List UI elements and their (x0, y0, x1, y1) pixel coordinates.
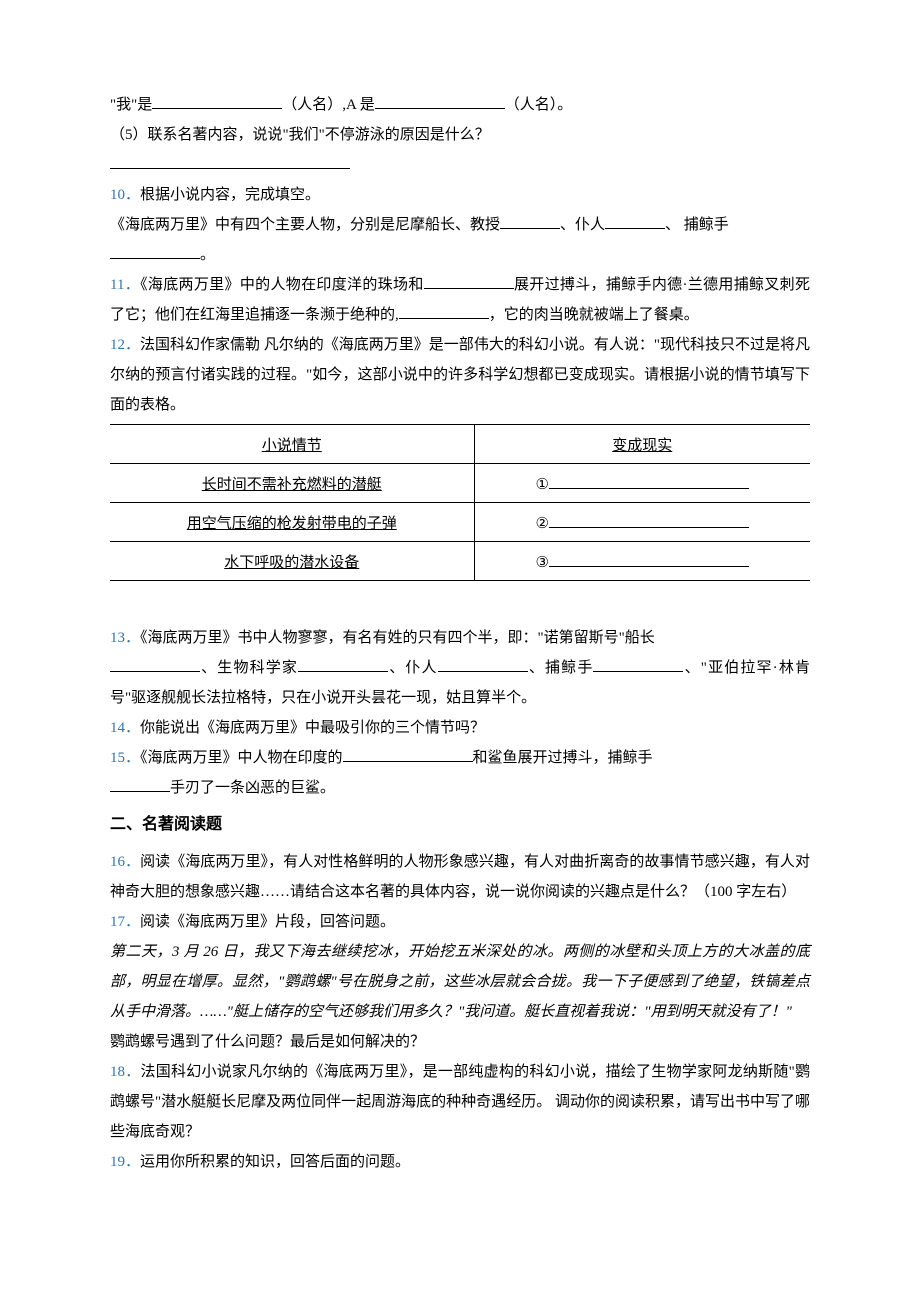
blank (549, 512, 749, 528)
question-17-passage: 第二天，3 月 26 日，我又下海去继续挖冰，开始挖五米深处的冰。两侧的冰壁和头… (110, 937, 810, 1027)
table-row: 长时间不需补充燃料的潜艇 ① (110, 464, 810, 503)
text: 手刃了一条凶恶的巨鲨。 (170, 780, 335, 796)
text: 《海底两万里》中人物在印度的 (140, 750, 343, 766)
text: 。 (200, 247, 215, 263)
blank (605, 213, 665, 229)
text: （5）联系名著内容，说说"我们"不停游泳的原因是什么？ (110, 127, 490, 143)
question-10-body: 《海底两万里》中有四个主要人物，分别是尼摩船长、教授 、仆人 、 捕鲸手。 (110, 210, 810, 270)
text: 、仆人 (560, 217, 605, 233)
table-cell: ② (474, 503, 810, 542)
question-14: 14．你能说出《海底两万里》中最吸引你的三个情节吗？ (110, 713, 810, 743)
table-cell: 用空气压缩的枪发射带电的子弹 (110, 503, 474, 542)
question-19: 19．运用你所积累的知识，回答后面的问题。 (110, 1147, 810, 1177)
text: 用空气压缩的枪发射带电的子弹 (187, 516, 397, 532)
blank (110, 243, 200, 259)
fragment-line-1: "我"是 （人名）,A 是 （人名）。 (110, 90, 810, 120)
text: 你能说出《海底两万里》中最吸引你的三个情节吗？ (140, 720, 485, 736)
text: 《海底两万里》书中人物寥寥，有名有姓的只有四个半，即："诺第留斯号"船长 (140, 630, 655, 646)
table-row: 用空气压缩的枪发射带电的子弹 ② (110, 503, 810, 542)
text: 阅读《海底两万里》，有人对性格鲜明的人物形象感兴趣，有人对曲折离奇的故事情节感兴… (110, 854, 810, 900)
text: 根据小说内容，完成填空。 (140, 187, 320, 203)
text: 、捕鲸手 (528, 660, 594, 676)
answer-blank-line (110, 150, 810, 180)
question-11: 11．《海底两万里》中的人物在印度洋的珠场和展开过搏斗，捕鲸手内德·兰德用捕鲸叉… (110, 270, 810, 330)
text: 法国科幻小说家凡尔纳的《海底两万里》，是一部纯虚构的科幻小说，描绘了生物学家阿龙… (110, 1064, 810, 1140)
question-number: 13． (110, 630, 140, 646)
question-18: 18．法国科幻小说家凡尔纳的《海底两万里》，是一部纯虚构的科幻小说，描绘了生物学… (110, 1057, 810, 1147)
text: 长时间不需补充燃料的潜艇 (202, 477, 382, 493)
text: ，它的肉当晚就被端上了餐桌。 (489, 307, 699, 323)
table-cell: ③ (474, 542, 810, 581)
question-number: 16． (110, 854, 140, 870)
blank (399, 303, 489, 319)
blank (500, 213, 560, 229)
question-12-table: 小说情节 变成现实 长时间不需补充燃料的潜艇 ① 用空气压缩的枪发射带电的子弹 … (110, 424, 810, 581)
text: 、 捕鲸手 (665, 217, 729, 233)
blank (152, 93, 282, 109)
table-cell: ① (474, 464, 810, 503)
blank (110, 153, 350, 169)
text: 水下呼吸的潜水设备 (224, 555, 359, 571)
question-number: 17． (110, 914, 140, 930)
text: 《海底两万里》中的人物在印度洋的珠场和 (140, 277, 424, 293)
question-17: 17．阅读《海底两万里》片段，回答问题。 (110, 907, 810, 937)
question-number: 12． (110, 337, 140, 353)
blank (549, 473, 749, 489)
question-13: 13．《海底两万里》书中人物寥寥，有名有姓的只有四个半，即："诺第留斯号"船长、… (110, 623, 810, 713)
table-cell: 水下呼吸的潜水设备 (110, 542, 474, 581)
text: 变成现实 (612, 438, 672, 454)
text: 法国科幻作家儒勒 凡尔纳的《海底两万里》是一部伟大的科幻小说。有人说："现代科技… (110, 337, 810, 413)
table-header-cell: 小说情节 (110, 425, 474, 464)
text: 、生物科学家 (200, 660, 298, 676)
blank (343, 746, 473, 762)
question-12: 12．法国科幻作家儒勒 凡尔纳的《海底两万里》是一部伟大的科幻小说。有人说："现… (110, 330, 810, 420)
blank (593, 656, 683, 672)
text: 、仆人 (388, 660, 438, 676)
question-16: 16．阅读《海底两万里》，有人对性格鲜明的人物形象感兴趣，有人对曲折离奇的故事情… (110, 847, 810, 907)
table-cell: 长时间不需补充燃料的潜艇 (110, 464, 474, 503)
question-number: 10． (110, 187, 140, 203)
question-number: 14． (110, 720, 140, 736)
blank (110, 776, 170, 792)
blank (438, 656, 528, 672)
marker: ① (536, 470, 549, 500)
blank (549, 551, 749, 567)
text: 小说情节 (262, 438, 322, 454)
question-number: 11． (110, 277, 140, 293)
text: 《海底两万里》中有四个主要人物，分别是尼摩船长、教授 (110, 217, 500, 233)
text: 运用你所积累的知识，回答后面的问题。 (140, 1154, 410, 1170)
fragment-line-2: （5）联系名著内容，说说"我们"不停游泳的原因是什么？ (110, 120, 810, 150)
section-heading-2: 二、名著阅读题 (110, 809, 810, 841)
question-17-subq: 鹦鹉螺号遇到了什么问题？最后是如何解决的？ (110, 1027, 810, 1057)
question-number: 19． (110, 1154, 140, 1170)
table-header-row: 小说情节 变成现实 (110, 425, 810, 464)
question-10: 10．根据小说内容，完成填空。 (110, 180, 810, 210)
marker: ③ (536, 548, 549, 578)
question-number: 18． (110, 1064, 141, 1080)
table-header-cell: 变成现实 (474, 425, 810, 464)
text: （人名）。 (505, 97, 573, 113)
marker: ② (536, 509, 549, 539)
blank (424, 273, 514, 289)
text: 阅读《海底两万里》片段，回答问题。 (140, 914, 395, 930)
text: 和鲨鱼展开过搏斗，捕鲸手 (473, 750, 653, 766)
table-row: 水下呼吸的潜水设备 ③ (110, 542, 810, 581)
blank (298, 656, 388, 672)
document-page: "我"是 （人名）,A 是 （人名）。 （5）联系名著内容，说说"我们"不停游泳的原… (0, 0, 920, 1237)
question-number: 15． (110, 750, 140, 766)
blank (110, 656, 200, 672)
question-15: 15．《海底两万里》中人物在印度的 和鲨鱼展开过搏斗，捕鲸手手刃了一条凶恶的巨鲨。 (110, 743, 810, 803)
blank (375, 93, 505, 109)
text: "我"是 (110, 97, 152, 113)
text: （人名）,A 是 (282, 97, 375, 113)
